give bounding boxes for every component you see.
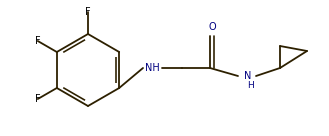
Text: NH: NH (145, 63, 159, 73)
Text: H: H (247, 81, 253, 89)
Text: F: F (35, 36, 40, 46)
Text: N: N (244, 71, 252, 81)
Text: F: F (85, 7, 91, 17)
Text: F: F (35, 94, 40, 104)
Text: O: O (208, 22, 216, 32)
